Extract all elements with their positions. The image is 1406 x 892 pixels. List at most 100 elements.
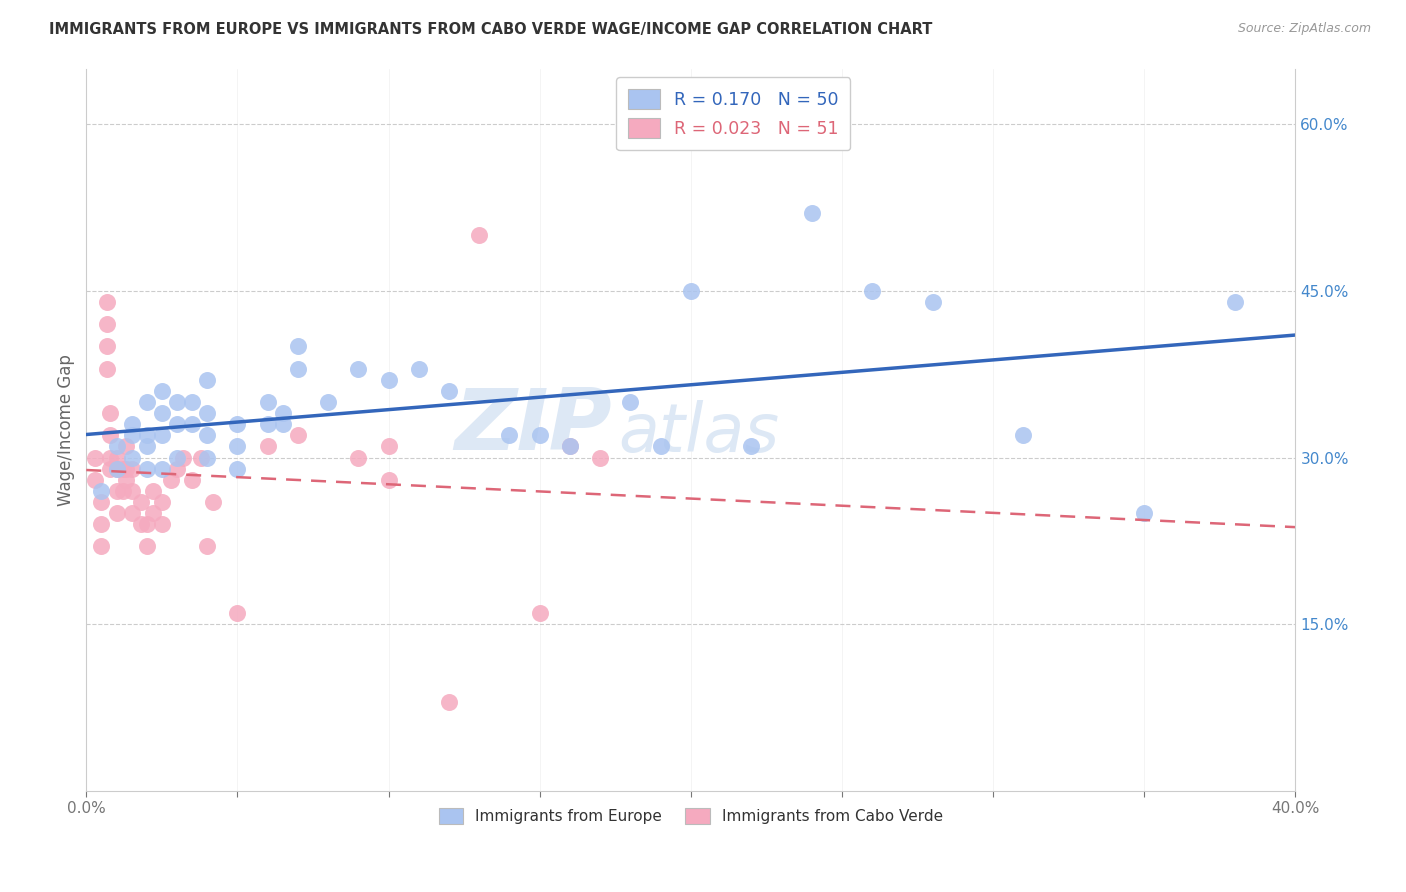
Point bbox=[172, 450, 194, 465]
Point bbox=[96, 339, 118, 353]
Point bbox=[100, 461, 122, 475]
Point bbox=[84, 450, 107, 465]
Point bbox=[1223, 294, 1246, 309]
Point bbox=[166, 461, 188, 475]
Point bbox=[195, 428, 218, 442]
Point bbox=[135, 395, 157, 409]
Point bbox=[150, 461, 173, 475]
Text: ZIP: ZIP bbox=[454, 384, 612, 467]
Point bbox=[256, 439, 278, 453]
Point bbox=[135, 517, 157, 532]
Point bbox=[226, 461, 249, 475]
Point bbox=[408, 361, 430, 376]
Point bbox=[181, 395, 204, 409]
Point bbox=[287, 428, 309, 442]
Point bbox=[166, 450, 188, 465]
Point bbox=[114, 439, 136, 453]
Point bbox=[150, 517, 173, 532]
Point bbox=[135, 439, 157, 453]
Point bbox=[226, 417, 249, 432]
Point bbox=[558, 439, 581, 453]
Point bbox=[135, 461, 157, 475]
Point bbox=[619, 395, 641, 409]
Point bbox=[529, 428, 551, 442]
Point bbox=[190, 450, 212, 465]
Point bbox=[679, 284, 702, 298]
Point bbox=[256, 417, 278, 432]
Point bbox=[226, 439, 249, 453]
Point bbox=[135, 540, 157, 554]
Point bbox=[150, 384, 173, 398]
Point bbox=[121, 506, 143, 520]
Point bbox=[100, 406, 122, 420]
Point bbox=[740, 439, 762, 453]
Point bbox=[121, 461, 143, 475]
Point bbox=[100, 428, 122, 442]
Point bbox=[377, 439, 399, 453]
Point bbox=[100, 450, 122, 465]
Point bbox=[650, 439, 672, 453]
Point bbox=[96, 361, 118, 376]
Point bbox=[111, 483, 134, 498]
Point bbox=[195, 450, 218, 465]
Point bbox=[1012, 428, 1035, 442]
Text: IMMIGRANTS FROM EUROPE VS IMMIGRANTS FROM CABO VERDE WAGE/INCOME GAP CORRELATION: IMMIGRANTS FROM EUROPE VS IMMIGRANTS FRO… bbox=[49, 22, 932, 37]
Point bbox=[121, 450, 143, 465]
Point bbox=[90, 483, 112, 498]
Point bbox=[105, 483, 128, 498]
Point bbox=[271, 417, 294, 432]
Point bbox=[256, 395, 278, 409]
Legend: Immigrants from Europe, Immigrants from Cabo Verde: Immigrants from Europe, Immigrants from … bbox=[433, 802, 949, 830]
Point bbox=[90, 495, 112, 509]
Point bbox=[96, 294, 118, 309]
Point bbox=[202, 495, 225, 509]
Point bbox=[347, 361, 370, 376]
Point bbox=[316, 395, 339, 409]
Point bbox=[860, 284, 883, 298]
Point bbox=[287, 361, 309, 376]
Point bbox=[105, 461, 128, 475]
Point bbox=[105, 506, 128, 520]
Point bbox=[96, 317, 118, 331]
Point bbox=[166, 417, 188, 432]
Point bbox=[105, 461, 128, 475]
Point bbox=[377, 473, 399, 487]
Point bbox=[129, 495, 152, 509]
Point bbox=[90, 540, 112, 554]
Point bbox=[114, 473, 136, 487]
Point bbox=[84, 473, 107, 487]
Point bbox=[142, 483, 165, 498]
Point bbox=[1133, 506, 1156, 520]
Point bbox=[287, 339, 309, 353]
Point bbox=[468, 228, 491, 243]
Point bbox=[166, 395, 188, 409]
Point bbox=[181, 473, 204, 487]
Point bbox=[271, 406, 294, 420]
Point bbox=[160, 473, 183, 487]
Point bbox=[105, 450, 128, 465]
Point bbox=[347, 450, 370, 465]
Point bbox=[226, 606, 249, 620]
Point bbox=[121, 417, 143, 432]
Point bbox=[111, 461, 134, 475]
Point bbox=[195, 406, 218, 420]
Y-axis label: Wage/Income Gap: Wage/Income Gap bbox=[58, 354, 75, 506]
Point bbox=[377, 373, 399, 387]
Point bbox=[90, 517, 112, 532]
Point bbox=[589, 450, 612, 465]
Point bbox=[121, 483, 143, 498]
Point bbox=[437, 695, 460, 709]
Text: atlas: atlas bbox=[619, 401, 779, 467]
Point bbox=[195, 373, 218, 387]
Point bbox=[437, 384, 460, 398]
Point bbox=[921, 294, 943, 309]
Point bbox=[150, 406, 173, 420]
Point bbox=[129, 517, 152, 532]
Point bbox=[150, 428, 173, 442]
Point bbox=[135, 428, 157, 442]
Point bbox=[105, 439, 128, 453]
Point bbox=[558, 439, 581, 453]
Point bbox=[150, 495, 173, 509]
Point bbox=[498, 428, 520, 442]
Point bbox=[529, 606, 551, 620]
